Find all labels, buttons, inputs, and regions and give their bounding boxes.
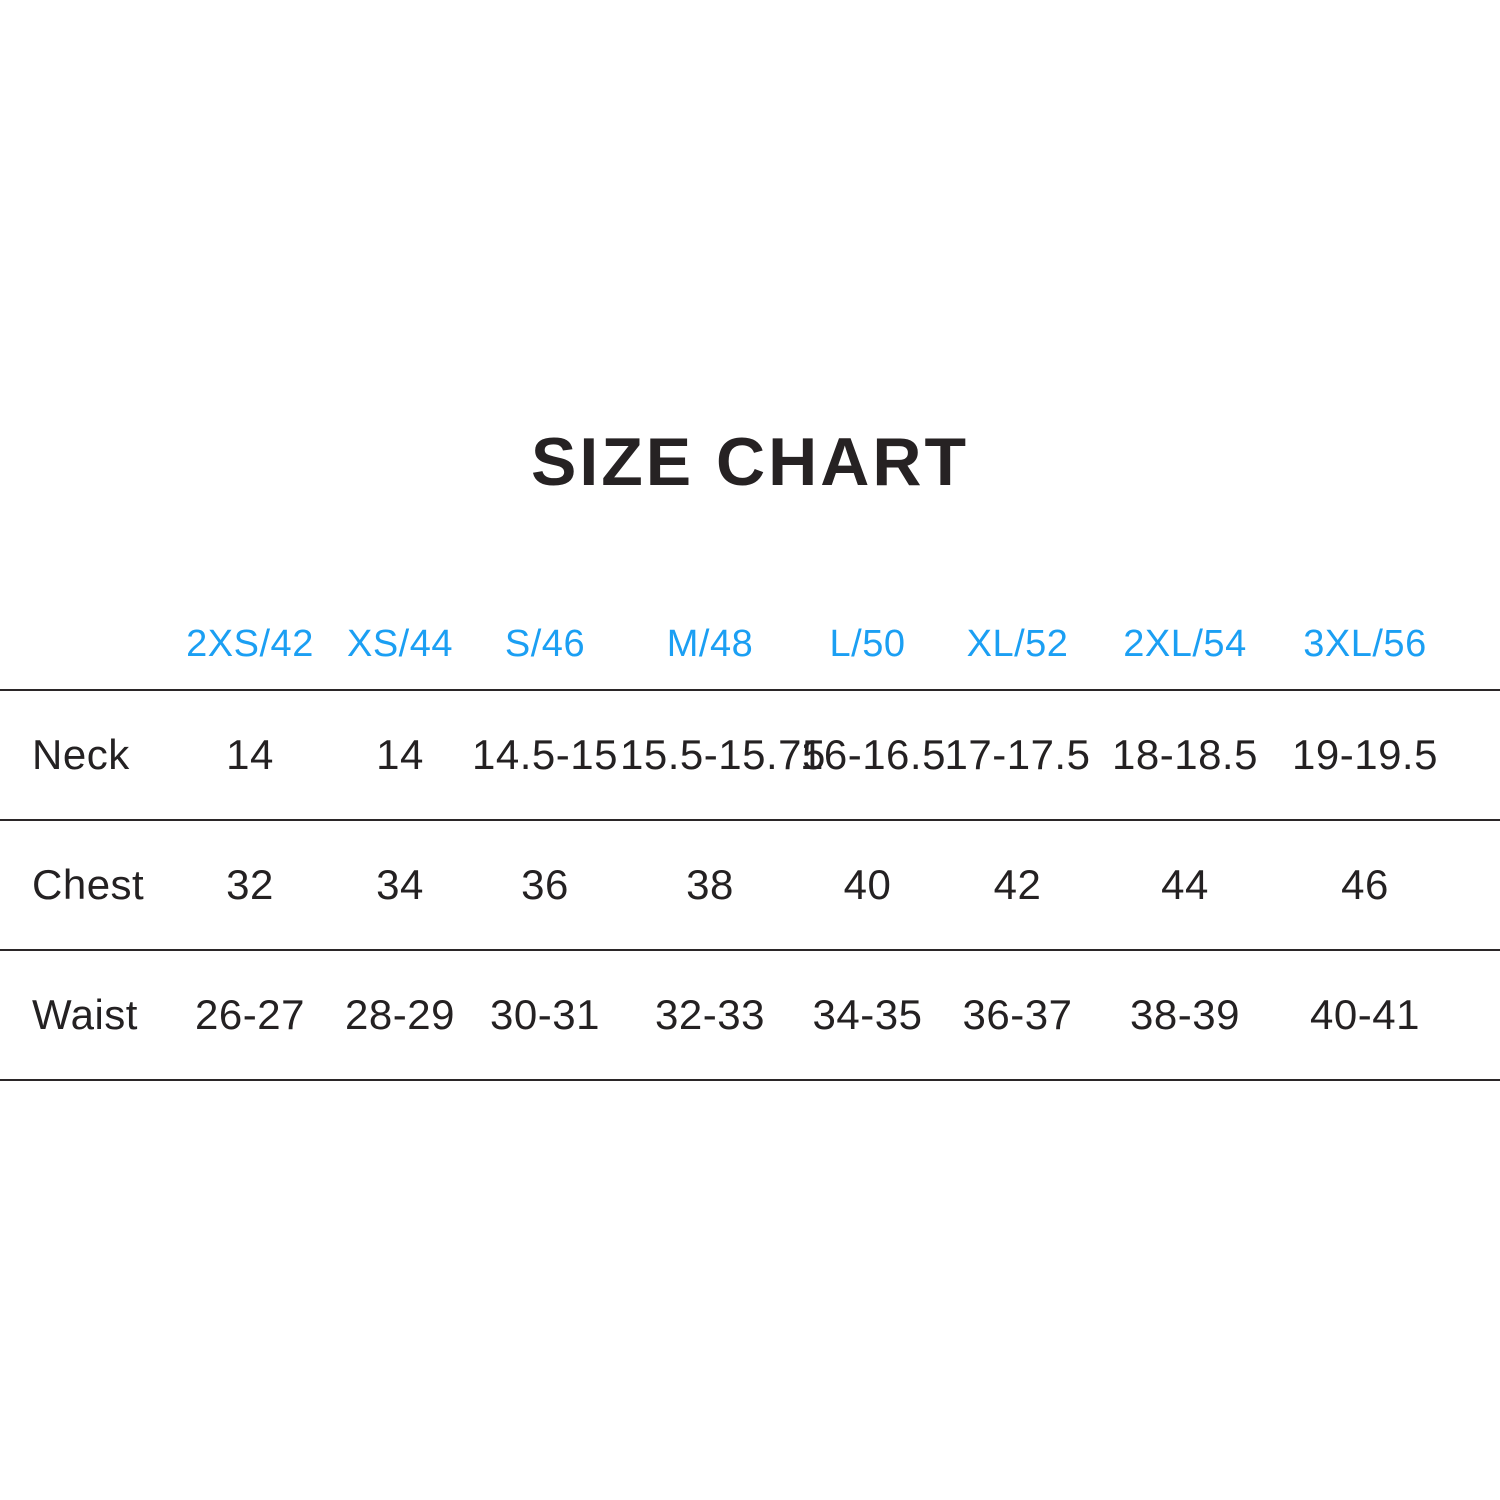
size-cell: 40-41 bbox=[1270, 949, 1500, 1081]
size-column-header: M/48 bbox=[620, 599, 800, 691]
size-cell: 34-35 bbox=[800, 949, 935, 1081]
size-cell: 36-37 bbox=[935, 949, 1100, 1081]
size-cell: 15.5-15.75 bbox=[620, 689, 825, 821]
size-cell: 17-17.5 bbox=[935, 689, 1100, 821]
page-title: SIZE CHART bbox=[531, 424, 969, 500]
size-cell: 36 bbox=[470, 819, 620, 951]
size-cell: 32-33 bbox=[620, 949, 800, 1081]
row-label-waist: Waist bbox=[0, 949, 170, 1081]
row-label-chest: Chest bbox=[0, 819, 170, 951]
size-cell: 42 bbox=[935, 819, 1100, 951]
size-cell: 14 bbox=[170, 689, 330, 821]
size-cell: 30-31 bbox=[470, 949, 620, 1081]
size-cell: 34 bbox=[330, 819, 470, 951]
size-column-header: 3XL/56 bbox=[1270, 599, 1500, 691]
size-cell: 18-18.5 bbox=[1100, 689, 1270, 821]
size-cell: 46 bbox=[1270, 819, 1500, 951]
size-header-row: 2XS/42 XS/44 S/46 M/48 L/50 XL/52 2XL/54… bbox=[0, 599, 1500, 691]
size-cell: 44 bbox=[1100, 819, 1270, 951]
size-cell: 38 bbox=[620, 819, 800, 951]
row-label-neck: Neck bbox=[0, 689, 170, 821]
size-column-header: S/46 bbox=[470, 599, 620, 691]
size-cell: 14 bbox=[330, 689, 470, 821]
table-row-waist: Waist 26-27 28-29 30-31 32-33 34-35 36-3… bbox=[0, 949, 1500, 1081]
size-cell: 28-29 bbox=[330, 949, 470, 1081]
size-column-header: L/50 bbox=[800, 599, 935, 691]
size-chart-table: 2XS/42 XS/44 S/46 M/48 L/50 XL/52 2XL/54… bbox=[0, 599, 1500, 1081]
size-column-header: XS/44 bbox=[330, 599, 470, 691]
size-cell: 40 bbox=[800, 819, 935, 951]
size-cell: 38-39 bbox=[1100, 949, 1270, 1081]
size-cell: 26-27 bbox=[170, 949, 330, 1081]
size-cell: 14.5-15 bbox=[470, 689, 620, 821]
corner-cell bbox=[0, 599, 170, 691]
size-cell: 16-16.5 bbox=[800, 689, 945, 821]
size-cell: 19-19.5 bbox=[1270, 689, 1500, 821]
size-column-header: 2XL/54 bbox=[1100, 599, 1270, 691]
size-cell: 32 bbox=[170, 819, 330, 951]
table-row-chest: Chest 32 34 36 38 40 42 44 46 bbox=[0, 819, 1500, 951]
size-column-header: XL/52 bbox=[935, 599, 1100, 691]
table-row-neck: Neck 14 14 14.5-15 15.5-15.75 16-16.5 17… bbox=[0, 689, 1500, 821]
size-column-header: 2XS/42 bbox=[170, 599, 330, 691]
